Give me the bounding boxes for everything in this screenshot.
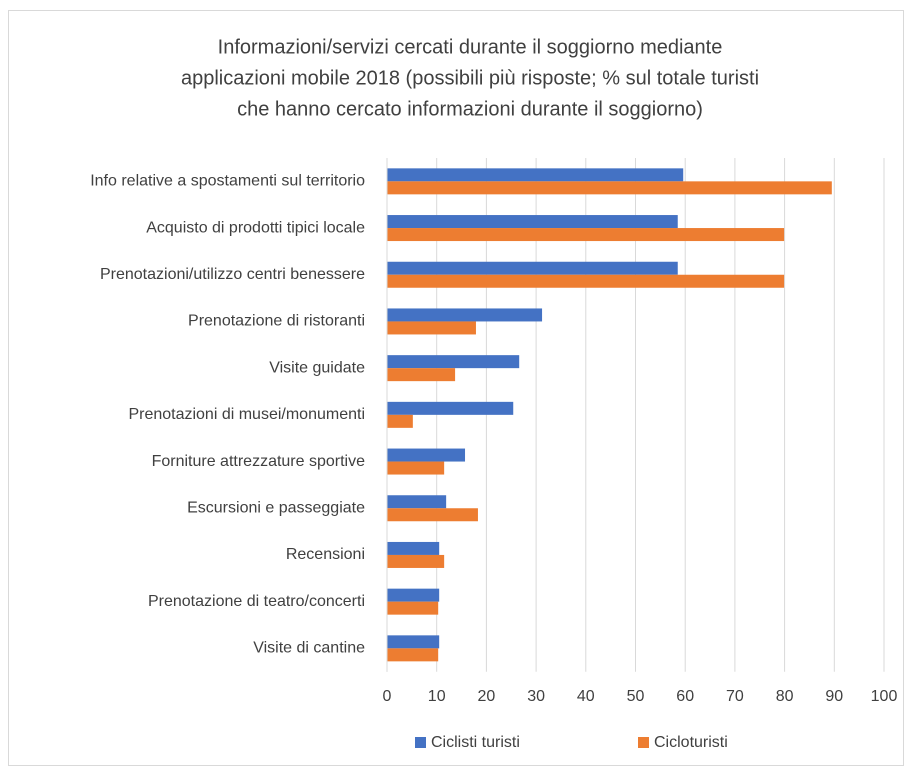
bar [387, 648, 439, 662]
chart-border [8, 10, 904, 766]
y-tick-label: Escursioni e passeggiate [187, 499, 365, 516]
y-tick-label: Visite guidate [269, 359, 365, 376]
legend-swatch [638, 737, 649, 748]
legend-label: Cicloturisti [654, 734, 728, 751]
bar [387, 401, 514, 415]
x-tick-label: 60 [676, 688, 694, 705]
bar [387, 274, 785, 288]
y-tick-label: Info relative a spostamenti sul territor… [90, 173, 365, 190]
y-tick-label: Prenotazione di ristoranti [188, 313, 365, 330]
x-tick-label: 50 [627, 688, 645, 705]
x-tick-label: 10 [428, 688, 446, 705]
x-tick-label: 70 [726, 688, 744, 705]
y-tick-label: Prenotazione di teatro/concerti [148, 593, 365, 610]
bar [387, 635, 440, 649]
bar [387, 601, 439, 615]
bar [387, 355, 520, 369]
bar [387, 215, 678, 229]
bar [387, 368, 456, 382]
bar [387, 181, 832, 195]
bar [387, 508, 478, 522]
bar [387, 588, 440, 602]
bar [387, 495, 447, 509]
y-tick-label: Prenotazioni di musei/monumenti [128, 406, 365, 423]
legend-label: Ciclisti turisti [431, 734, 520, 751]
bar [387, 461, 445, 475]
x-tick-label: 100 [871, 688, 898, 705]
bar [387, 228, 785, 242]
chart-title: applicazioni mobile 2018 (possibili più … [181, 67, 759, 89]
bar [387, 414, 413, 428]
bar [387, 448, 466, 462]
chart-title: che hanno cercato informazioni durante i… [237, 98, 703, 120]
bar [387, 321, 476, 335]
legend-swatch [415, 737, 426, 748]
x-tick-label: 90 [825, 688, 843, 705]
x-tick-label: 40 [577, 688, 595, 705]
y-tick-label: Visite di cantine [253, 640, 365, 657]
x-tick-label: 0 [383, 688, 392, 705]
bar [387, 541, 440, 555]
x-tick-label: 20 [478, 688, 496, 705]
bar [387, 261, 678, 275]
bar [387, 308, 543, 322]
bar [387, 168, 684, 182]
x-tick-label: 80 [776, 688, 794, 705]
y-tick-label: Forniture attrezzature sportive [152, 453, 366, 470]
chart-title: Informazioni/servizi cercati durante il … [218, 36, 723, 58]
x-tick-label: 30 [527, 688, 545, 705]
y-tick-label: Recensioni [286, 546, 365, 563]
bar [387, 554, 445, 568]
y-tick-label: Prenotazioni/utilizzo centri benessere [100, 266, 365, 283]
y-tick-label: Acquisto di prodotti tipici locale [146, 219, 365, 236]
